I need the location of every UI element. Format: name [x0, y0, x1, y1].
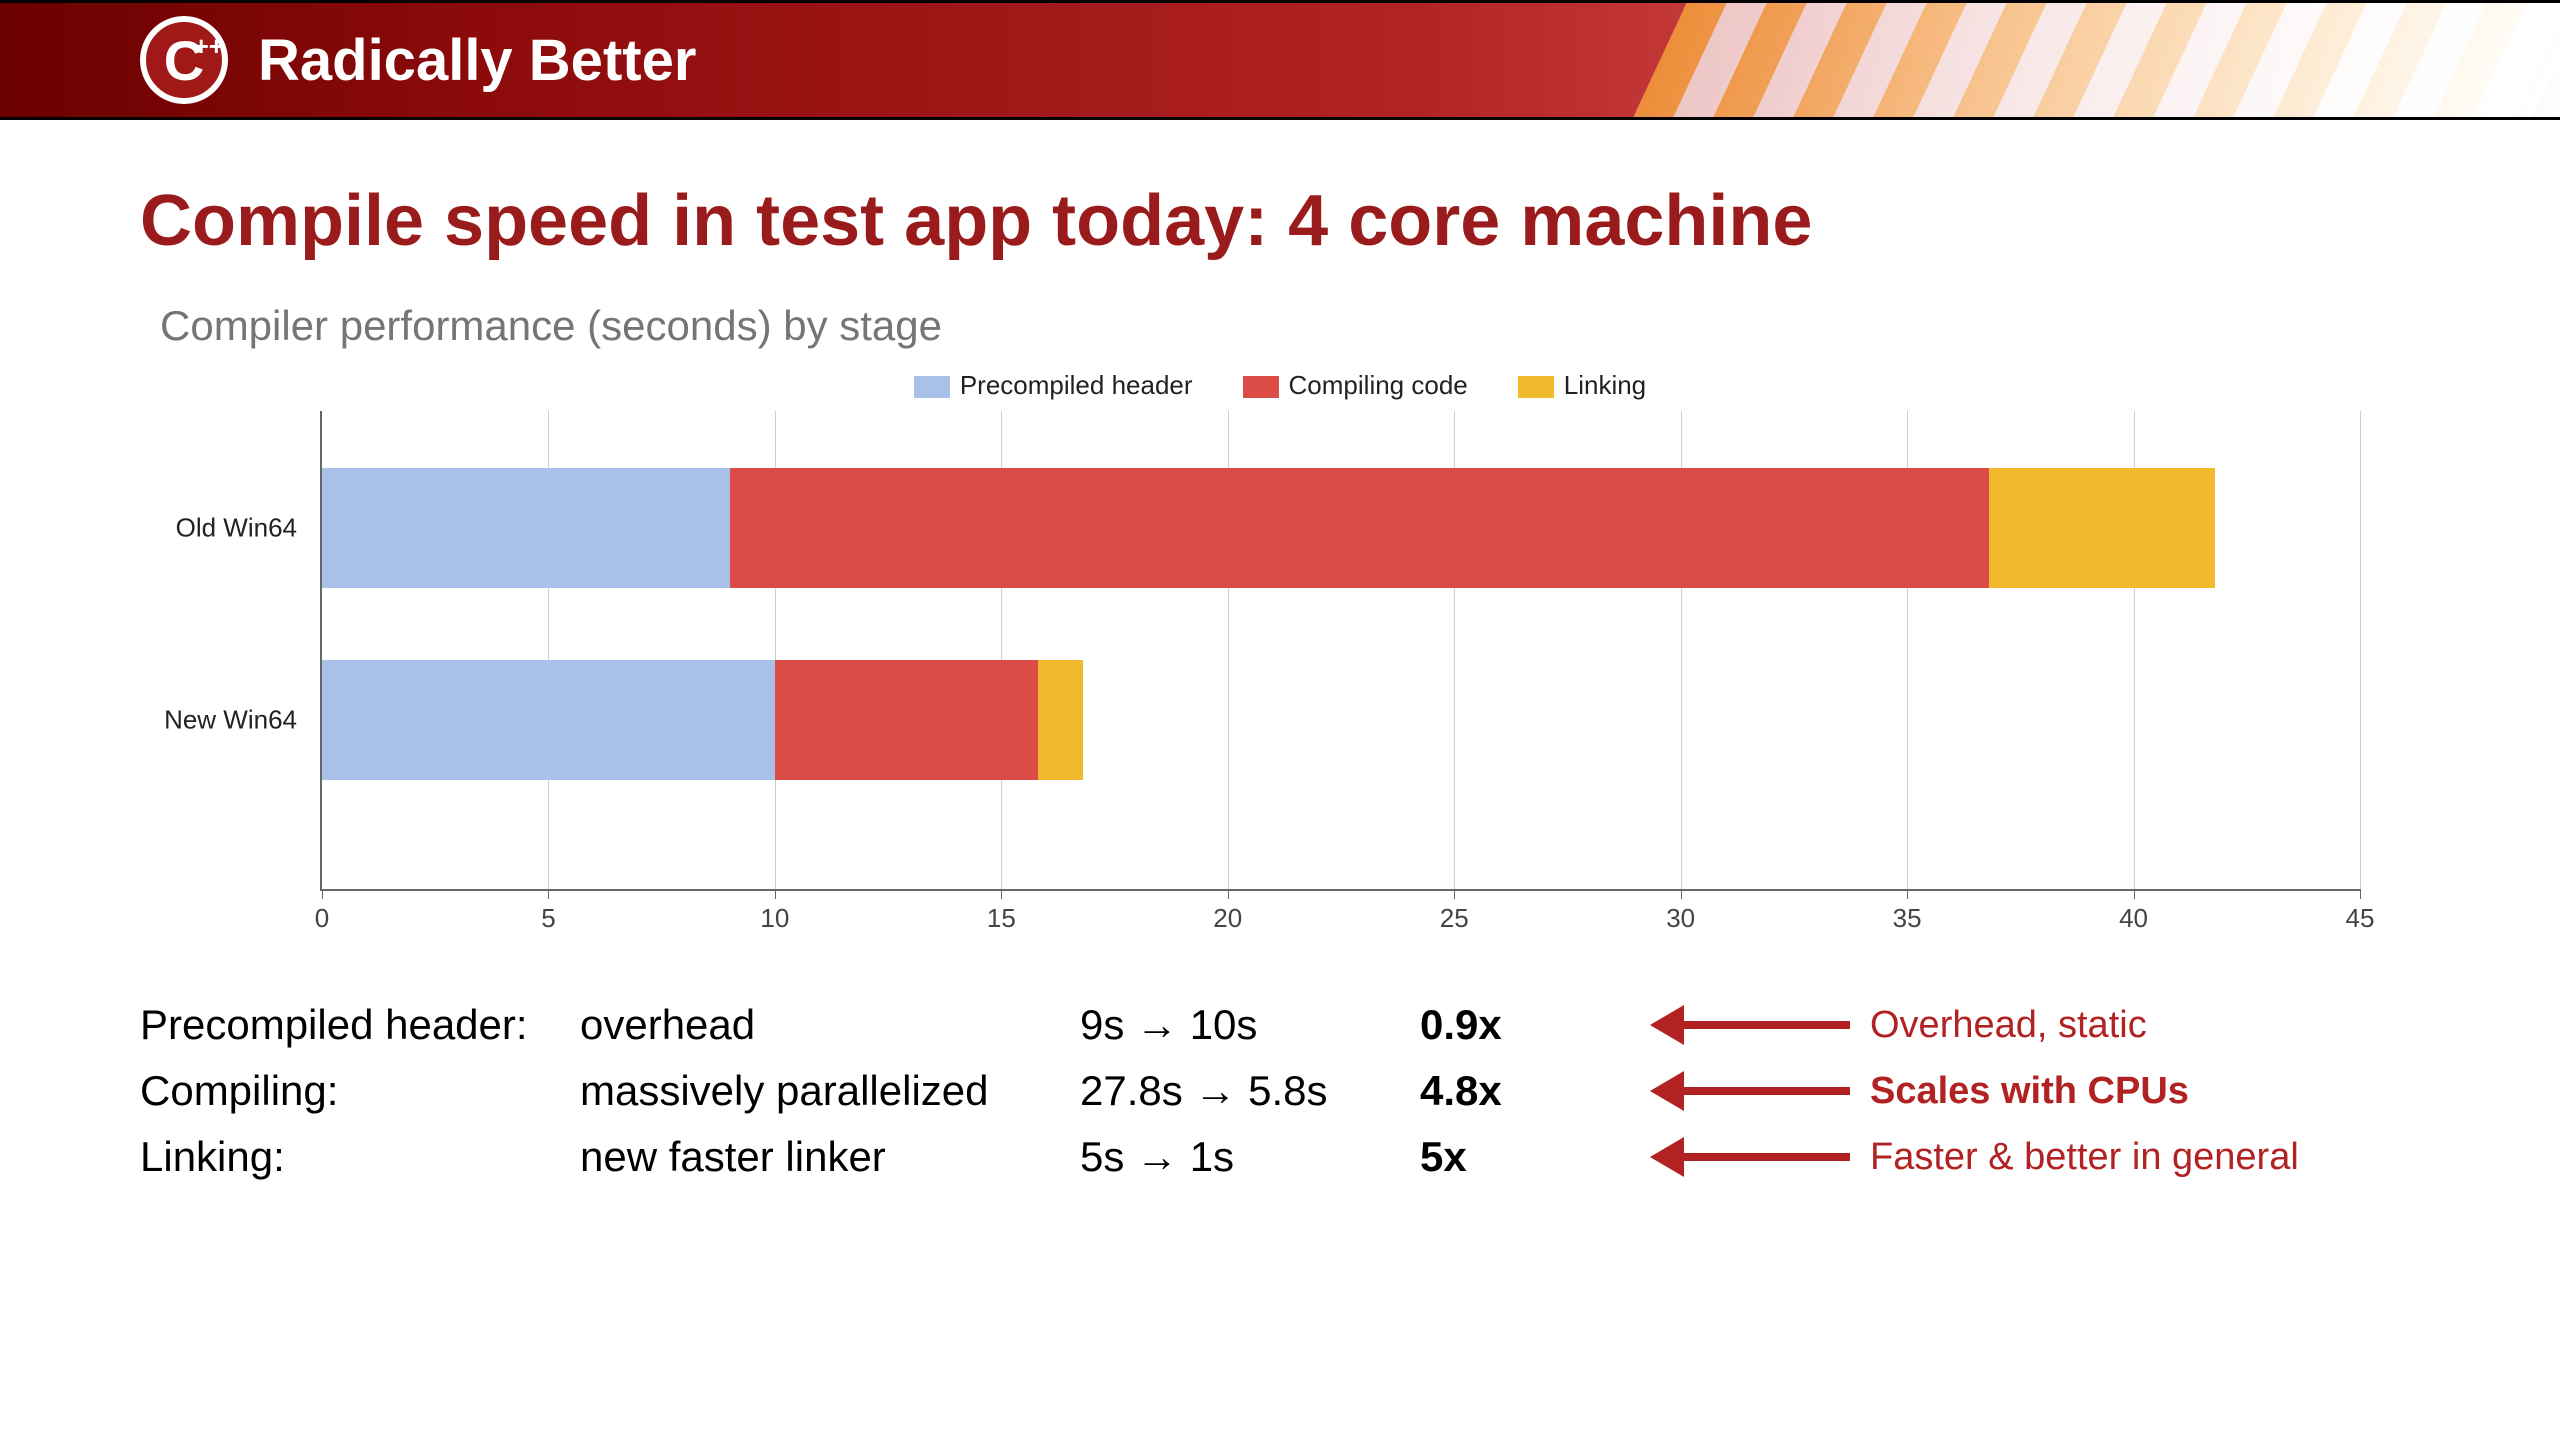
bar-segment [775, 660, 1038, 780]
legend-swatch [1518, 376, 1554, 398]
x-tick [548, 889, 549, 899]
summary-multiplier: 5x [1420, 1133, 1570, 1181]
summary-change: 27.8s → 5.8s [1080, 1067, 1420, 1115]
bar-segment [322, 468, 730, 588]
summary-annotation: Faster & better in general [1870, 1136, 2420, 1179]
summary-multiplier: 4.8x [1420, 1067, 1570, 1115]
summary-stage: Linking: [140, 1133, 580, 1181]
header-bar: C ++ Radically Better [0, 0, 2560, 120]
x-tick [322, 889, 323, 899]
summary-annotation: Scales with CPUs [1870, 1070, 2420, 1113]
chart-plot: 051015202530354045Old Win64New Win64 [320, 411, 2360, 891]
chart-title: Compiler performance (seconds) by stage [160, 302, 2420, 350]
bar-segment [1989, 468, 2215, 588]
summary-row: Compiling:massively parallelized27.8s → … [140, 1067, 2420, 1115]
legend-label: Precompiled header [960, 370, 1193, 400]
bar-segment [1038, 660, 1083, 780]
legend-item: Linking [1518, 370, 1646, 401]
x-tick-label: 40 [2119, 903, 2148, 934]
arrow-left-icon [1650, 1005, 1850, 1045]
chart-area: 051015202530354045Old Win64New Win64 [320, 411, 2360, 951]
bar-segment [322, 660, 775, 780]
legend-swatch [1243, 376, 1279, 398]
summary-stage: Compiling: [140, 1067, 580, 1115]
bar-row: New Win64 [322, 660, 1083, 780]
bar-row: Old Win64 [322, 468, 2215, 588]
x-tick-label: 45 [2346, 903, 2375, 934]
x-tick-label: 35 [1893, 903, 1922, 934]
category-label: New Win64 [164, 704, 297, 735]
x-tick-label: 15 [987, 903, 1016, 934]
legend-label: Linking [1564, 370, 1646, 400]
slide-content: Compile speed in test app today: 4 core … [0, 120, 2560, 1181]
x-tick-label: 30 [1666, 903, 1695, 934]
x-tick [775, 889, 776, 899]
legend-item: Compiling code [1243, 370, 1468, 401]
cpp-logo-icon: C ++ [140, 16, 228, 104]
category-label: Old Win64 [176, 513, 297, 544]
arrow-left-icon [1650, 1071, 1850, 1111]
summary-multiplier: 0.9x [1420, 1001, 1570, 1049]
x-tick [1228, 889, 1229, 899]
grid-line [2360, 411, 2361, 889]
x-tick-label: 0 [315, 903, 329, 934]
bar-segment [730, 468, 1989, 588]
summary-stage: Precompiled header: [140, 1001, 580, 1049]
chart-legend: Precompiled header Compiling code Linking [140, 370, 2420, 401]
summary-change: 5s → 1s [1080, 1133, 1420, 1181]
x-tick [1454, 889, 1455, 899]
x-tick [2360, 889, 2361, 899]
x-tick [1681, 889, 1682, 899]
x-tick [2134, 889, 2135, 899]
summary-row: Precompiled header:overhead9s → 10s0.9x O… [140, 1001, 2420, 1049]
x-tick-label: 5 [541, 903, 555, 934]
legend-swatch [914, 376, 950, 398]
summary-annotation: Overhead, static [1870, 1004, 2420, 1047]
summary-desc: new faster linker [580, 1133, 1080, 1181]
logo-pluses: ++ [194, 36, 224, 56]
x-tick [1001, 889, 1002, 899]
legend-label: Compiling code [1289, 370, 1468, 400]
legend-item: Precompiled header [914, 370, 1193, 401]
x-tick [1907, 889, 1908, 899]
summary-desc: overhead [580, 1001, 1080, 1049]
slide-title: Compile speed in test app today: 4 core … [140, 180, 2420, 262]
brand-text: Radically Better [258, 27, 696, 94]
x-tick-label: 10 [760, 903, 789, 934]
summary-table: Precompiled header:overhead9s → 10s0.9x O… [140, 1001, 2420, 1181]
summary-change: 9s → 10s [1080, 1001, 1420, 1049]
summary-row: Linking:new faster linker5s → 1s5x Faster… [140, 1133, 2420, 1181]
arrow-left-icon [1650, 1137, 1850, 1177]
summary-desc: massively parallelized [580, 1067, 1080, 1115]
x-tick-label: 25 [1440, 903, 1469, 934]
x-tick-label: 20 [1213, 903, 1242, 934]
